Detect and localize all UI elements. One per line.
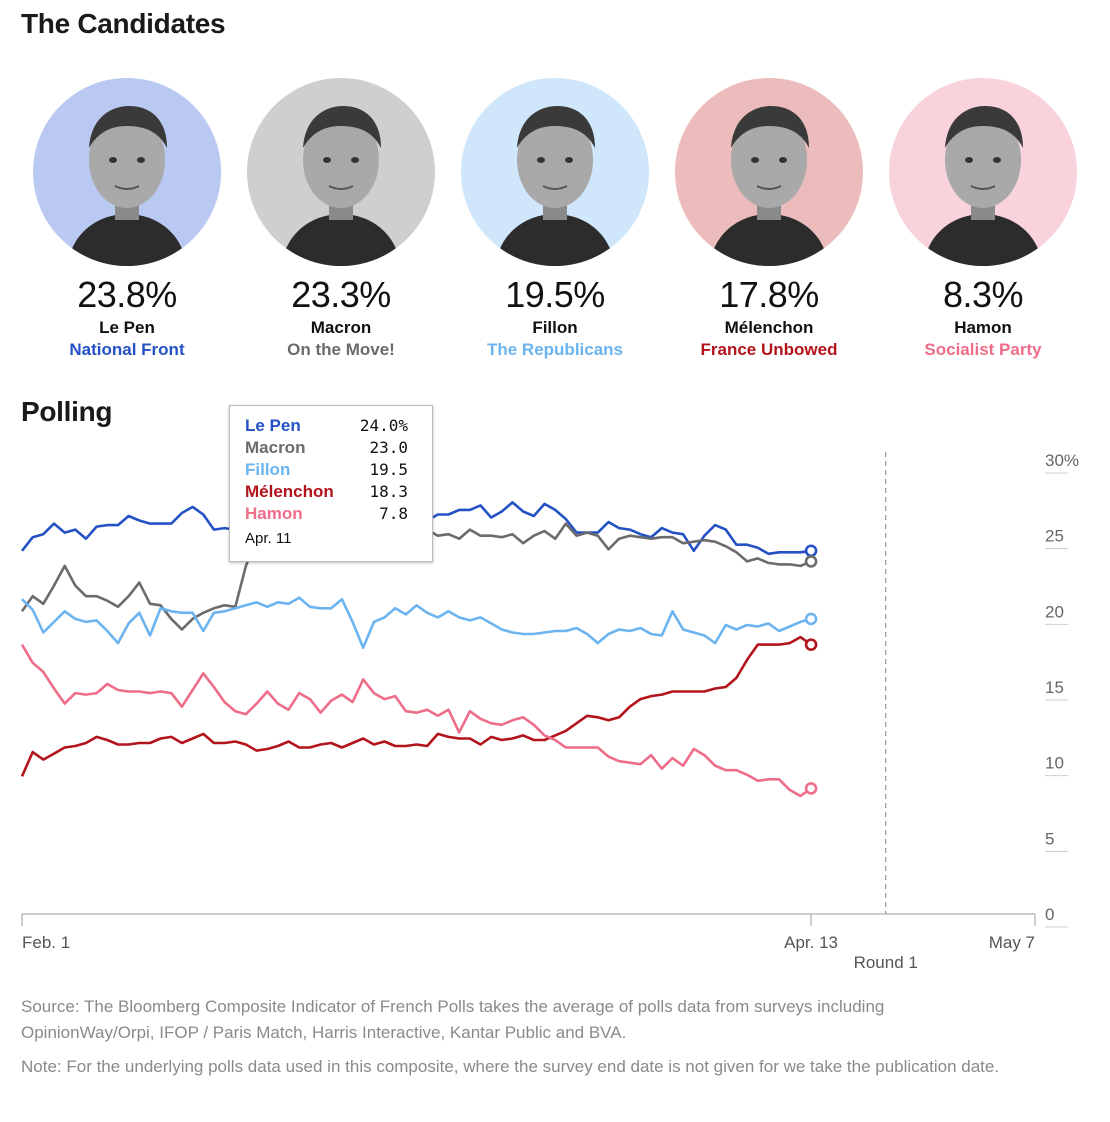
tooltip-name: Hamon: [245, 504, 303, 523]
portrait-icon: [67, 106, 187, 266]
polling-chart: 30% 25 20 15 10 5 0 Feb. 1 Apr. 13 May 7 Round 1: [20, 451, 1079, 972]
candidate-photo: [33, 78, 221, 266]
y-tick-label: 5: [1045, 829, 1054, 848]
chart-tooltip: Le Pen 24.0% Macron 23.0 Fillon 19.5 Mél…: [229, 405, 433, 562]
candidate-party: On the Move!: [287, 340, 395, 359]
candidate-party: National Front: [69, 340, 185, 359]
candidate-card: 23.3% Macron On the Move!: [231, 78, 451, 360]
tooltip-value: 7.8: [379, 504, 408, 523]
series-end-marker: [804, 555, 818, 568]
x-tick-label: May 7: [989, 933, 1035, 952]
tooltip-name: Fillon: [245, 460, 291, 479]
series-end-marker: [804, 612, 818, 626]
tooltip-row-hamon: Hamon 7.8: [245, 504, 420, 526]
x-tick-label: Apr. 13: [784, 933, 838, 952]
candidate-photo: [675, 78, 863, 266]
tooltip-name: Mélenchon: [245, 482, 334, 501]
footnote: Note: For the underlying polls data used…: [21, 1057, 1000, 1076]
series-end-marker: [804, 782, 818, 795]
y-tick-label: 10: [1045, 754, 1064, 773]
x-tick-label: Feb. 1: [22, 933, 70, 952]
series-line: [21, 596, 812, 649]
portrait-icon: [281, 106, 401, 266]
candidate-name: Macron: [310, 318, 372, 337]
y-tick-label: 0: [1045, 905, 1054, 924]
tooltip-value: 18.3: [369, 482, 408, 501]
candidate-name: Mélenchon: [724, 318, 814, 337]
tooltip-date: Apr. 11: [245, 530, 292, 547]
candidate-card: 17.8% Mélenchon France Unbowed: [659, 78, 879, 360]
tooltip-value: 19.5: [369, 460, 408, 479]
series-line: [20, 643, 812, 798]
series-end-marker: [804, 638, 818, 651]
candidate-photo: [247, 78, 435, 266]
candidate-card: 8.3% Hamon Socialist Party: [873, 78, 1093, 360]
y-tick-label: 30%: [1045, 451, 1079, 470]
portrait-icon: [495, 106, 615, 266]
tooltip-name: Le Pen: [245, 416, 301, 435]
candidate-percentage: 19.5%: [505, 274, 605, 315]
tooltip-row-fillon: Fillon 19.5: [245, 460, 420, 482]
portrait-icon: [709, 106, 829, 266]
tooltip-name: Macron: [245, 438, 306, 457]
candidate-percentage: 17.8%: [719, 274, 819, 315]
tooltip-row-melenchon: Mélenchon 18.3: [245, 482, 420, 504]
source-note: Source: The Bloomberg Composite Indicato…: [21, 997, 885, 1042]
y-tick-label: 25: [1045, 527, 1064, 546]
polling-heading: Polling: [21, 396, 113, 427]
candidate-percentage: 23.8%: [77, 274, 177, 315]
candidate-percentage: 8.3%: [942, 274, 1024, 315]
candidate-photo: [889, 78, 1077, 266]
candidate-card: 23.8% Le Pen National Front: [17, 78, 237, 360]
tooltip-row-lepen: Le Pen 24.0%: [245, 416, 420, 438]
candidate-photo: [461, 78, 649, 266]
tooltip-value: 24.0%: [359, 416, 408, 435]
tooltip-row-macron: Macron 23.0: [245, 438, 420, 460]
candidate-card: 19.5% Fillon The Republicans: [445, 78, 665, 360]
y-tick-label: 15: [1045, 678, 1064, 697]
candidate-percentage: 23.3%: [291, 274, 391, 315]
candidate-party: The Republicans: [486, 340, 624, 359]
series-line: [20, 635, 812, 777]
candidate-name: Le Pen: [99, 318, 155, 337]
y-tick-label: 20: [1045, 602, 1064, 621]
tooltip-value: 23.0: [369, 438, 408, 457]
candidate-party: Socialist Party: [924, 340, 1042, 359]
candidate-name: Hamon: [954, 318, 1012, 337]
series-end-marker: [804, 544, 818, 558]
candidates-heading: The Candidates: [21, 8, 226, 39]
portrait-icon: [923, 106, 1043, 266]
round1-label: Round 1: [854, 953, 918, 972]
candidate-name: Fillon: [532, 318, 578, 337]
candidate-party: France Unbowed: [700, 340, 838, 359]
